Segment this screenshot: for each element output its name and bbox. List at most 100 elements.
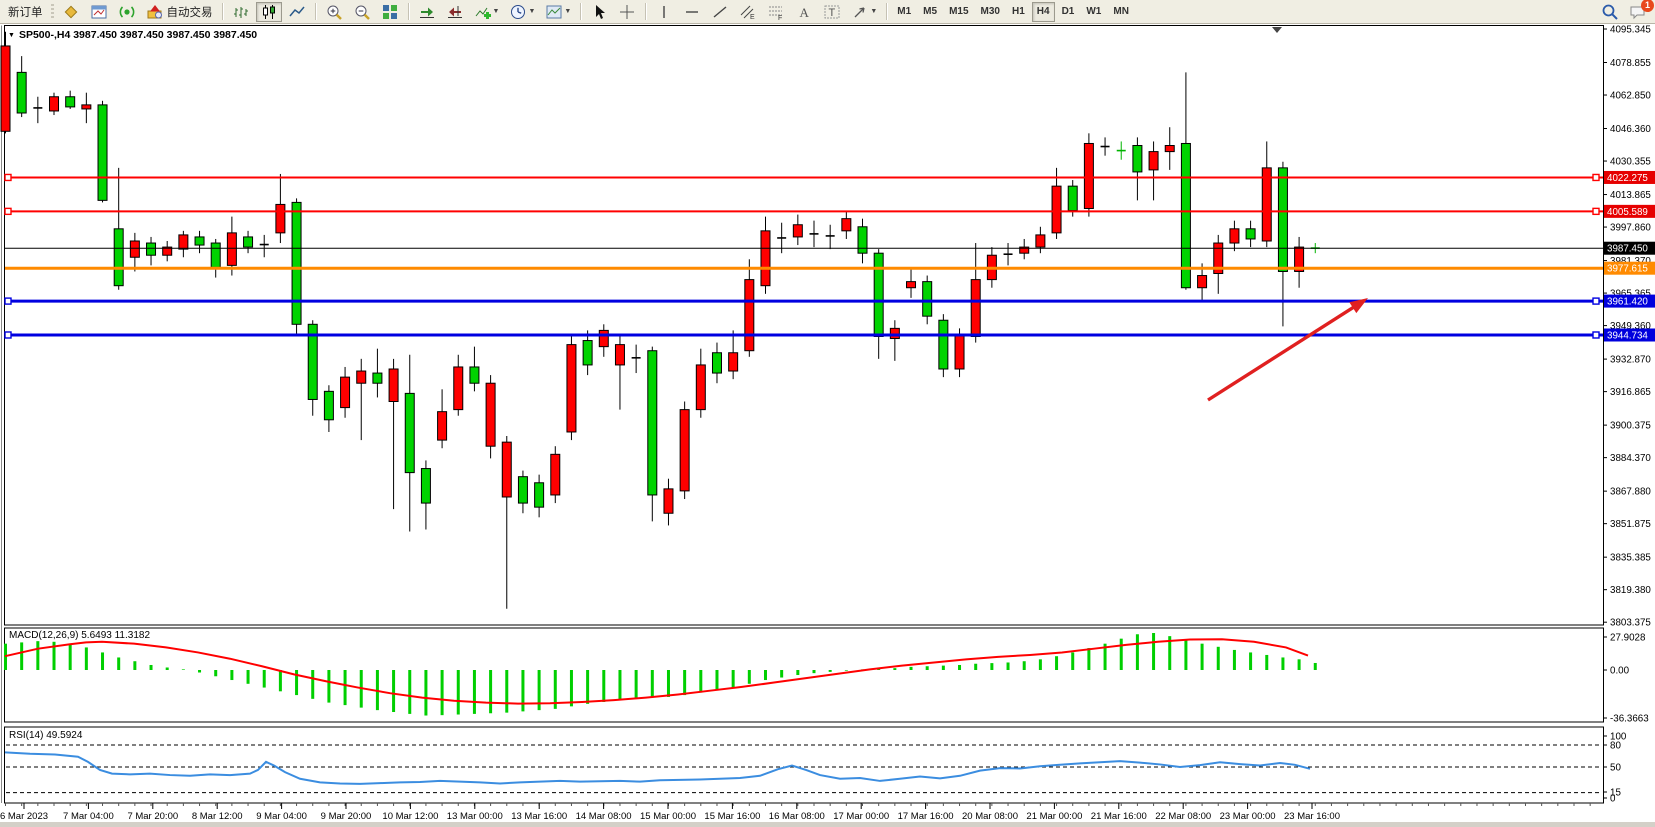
timeframe-button-M1[interactable]: M1 xyxy=(892,2,916,22)
time-axis-label: 14 Mar 08:00 xyxy=(576,811,632,822)
macd-histogram-bar xyxy=(715,670,719,691)
timeframe-button-D1[interactable]: D1 xyxy=(1057,2,1080,22)
hline-handle[interactable] xyxy=(4,297,12,305)
chart-shift-marker[interactable] xyxy=(1272,27,1282,33)
price-axis-label: 3916.865 xyxy=(1610,387,1651,398)
trendline-button[interactable] xyxy=(707,2,733,22)
chart-title-collapse-icon[interactable]: ▼ xyxy=(8,32,15,39)
zoom-out-button[interactable] xyxy=(349,2,375,22)
text-label-icon: T xyxy=(824,5,840,19)
horizontal-line-button[interactable] xyxy=(679,2,705,22)
time-axis-label: 17 Mar 00:00 xyxy=(833,811,889,822)
time-axis-label: 9 Mar 20:00 xyxy=(321,811,372,822)
timeframe-button-M5[interactable]: M5 xyxy=(918,2,942,22)
macd-histogram-bar xyxy=(214,670,218,677)
candle-body xyxy=(501,441,512,498)
price-badge xyxy=(1604,241,1655,255)
hline-handle[interactable] xyxy=(1592,207,1600,216)
time-axis-label: 23 Mar 16:00 xyxy=(1284,811,1340,822)
candle-body xyxy=(1180,142,1191,289)
candle-body xyxy=(49,96,60,112)
arrow-annotation-shaft[interactable] xyxy=(1207,304,1358,402)
arrow-annotation-head[interactable] xyxy=(1349,298,1368,314)
hline-handle[interactable] xyxy=(4,173,12,182)
cursor-button[interactable] xyxy=(586,2,612,22)
auto-trading-button[interactable]: 自动交易 xyxy=(142,2,217,22)
text-label-button[interactable]: T xyxy=(819,2,845,22)
candle-body xyxy=(243,236,254,248)
macd-histogram-bar xyxy=(1232,649,1236,670)
chart-area[interactable]: 4095.345 4078.855 4062.850 4046.360 4030.355… xyxy=(0,24,1655,827)
hline-handle[interactable] xyxy=(4,331,12,339)
indicators-button[interactable]: ▼ xyxy=(470,2,504,22)
crosshair-button[interactable] xyxy=(614,2,640,22)
line-chart-button[interactable] xyxy=(284,2,310,22)
candle-body xyxy=(1148,151,1159,171)
signal-button[interactable] xyxy=(114,2,140,22)
macd-histogram-bar xyxy=(958,664,962,670)
macd-histogram-bar xyxy=(1200,643,1204,670)
candlestick-chart-button[interactable] xyxy=(255,1,282,22)
timeframe-button-M15[interactable]: M15 xyxy=(944,2,973,22)
macd-histogram-bar xyxy=(36,641,40,670)
chat-button[interactable]: 1 xyxy=(1625,0,1654,22)
macd-histogram-bar xyxy=(1184,639,1188,670)
timeframe-button-H4[interactable]: H4 xyxy=(1031,1,1055,22)
rsi-indicator-label: RSI(14) 49.5924 xyxy=(9,730,83,741)
candle-body xyxy=(566,344,577,433)
timeframe-button-H1[interactable]: H1 xyxy=(1007,2,1030,22)
macd-histogram-bar xyxy=(650,670,654,698)
time-axis-label: 20 Mar 08:00 xyxy=(962,811,1018,822)
vertical-line-icon xyxy=(663,5,666,18)
templates-dropdown-arrow[interactable]: ▼ xyxy=(564,8,572,15)
candle-body xyxy=(1261,167,1272,242)
arrow-objects-dropdown-arrow[interactable]: ▼ xyxy=(870,8,878,15)
candle-body xyxy=(1213,242,1224,275)
auto-scroll-button[interactable] xyxy=(414,2,440,22)
price-axis-label: 4078.855 xyxy=(1610,58,1651,69)
macd-histogram-bar xyxy=(553,670,557,709)
timeframe-button-M30[interactable]: M30 xyxy=(976,2,1005,22)
hline-handle[interactable] xyxy=(1592,331,1600,339)
candle-body xyxy=(728,352,739,372)
tile-windows-button[interactable] xyxy=(377,2,403,22)
toolbar-separator xyxy=(314,3,316,20)
svg-text:A: A xyxy=(800,5,810,20)
hline-handle[interactable] xyxy=(4,207,12,216)
macd-histogram-bar xyxy=(408,670,412,714)
chart-shift-button[interactable] xyxy=(442,2,468,22)
toolbar-separator xyxy=(645,3,647,20)
hline-handle[interactable] xyxy=(1592,297,1600,305)
chart-window-icon xyxy=(91,5,106,18)
candle-body xyxy=(954,333,965,370)
search-button[interactable] xyxy=(1597,2,1623,22)
timeframe-button-MN[interactable]: MN xyxy=(1108,2,1134,22)
macd-histogram-bar xyxy=(101,652,105,670)
macd-histogram-bar xyxy=(149,664,153,670)
time-axis-label: 21 Mar 16:00 xyxy=(1091,811,1147,822)
periods-dropdown-arrow[interactable]: ▼ xyxy=(528,8,536,15)
bar-chart-button[interactable] xyxy=(228,2,254,22)
text-button[interactable]: A xyxy=(791,2,817,22)
candle-body xyxy=(1294,246,1305,272)
timeframe-button-W1[interactable]: W1 xyxy=(1081,2,1106,22)
periods-button[interactable]: ▼ xyxy=(505,2,539,22)
price-axis-label: 3965.365 xyxy=(1610,289,1651,300)
panel-frame-0 xyxy=(4,25,1604,626)
macd-axis-label: 27.9028 xyxy=(1610,633,1646,644)
indicators-dropdown-arrow[interactable]: ▼ xyxy=(492,8,500,15)
vertical-line-button[interactable] xyxy=(651,2,677,22)
macd-histogram-bar xyxy=(1249,652,1253,670)
macd-histogram-bar xyxy=(763,670,767,681)
templates-button[interactable]: ▼ xyxy=(541,2,575,22)
equidistant-channel-button[interactable]: E xyxy=(735,2,761,22)
gold-order-button[interactable] xyxy=(58,2,84,22)
macd-histogram-bar xyxy=(1119,638,1123,670)
candle-body xyxy=(1019,246,1030,254)
zoom-in-button[interactable] xyxy=(321,2,347,22)
new-order-button[interactable]: 新订单 xyxy=(4,2,47,22)
arrow-objects-button[interactable]: ▼ xyxy=(847,2,881,22)
chart-window-button[interactable] xyxy=(86,2,112,22)
fibonacci-button[interactable]: F xyxy=(763,2,789,22)
hline-handle[interactable] xyxy=(1592,173,1600,182)
